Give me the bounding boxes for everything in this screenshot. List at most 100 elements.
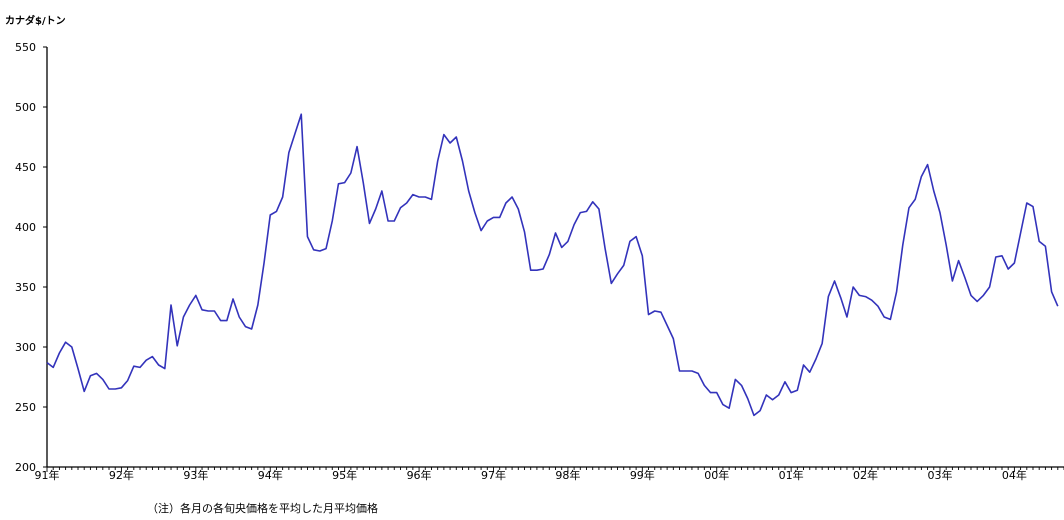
data-point [1007, 268, 1009, 270]
y-tick-label: 550 [15, 41, 36, 54]
data-point [790, 392, 792, 394]
data-point [852, 286, 854, 288]
data-point [858, 295, 860, 297]
data-point [1013, 262, 1015, 264]
data-point [927, 164, 929, 166]
data-point [52, 367, 54, 369]
data-point [517, 208, 519, 210]
data-point [369, 223, 371, 225]
data-point [536, 269, 538, 271]
data-point [610, 283, 612, 285]
data-point [294, 133, 296, 135]
data-point [300, 113, 302, 115]
data-point [710, 392, 712, 394]
data-point [827, 296, 829, 298]
data-point [406, 202, 408, 204]
data-point [418, 196, 420, 198]
data-point [939, 212, 941, 214]
data-point [933, 190, 935, 192]
data-point [269, 214, 271, 216]
x-tick-label: 03年 [927, 468, 952, 482]
data-point [995, 256, 997, 258]
data-point [1038, 241, 1040, 243]
data-point [499, 217, 501, 219]
data-point [672, 338, 674, 340]
data-point [443, 134, 445, 136]
data-point [393, 220, 395, 222]
data-point [759, 410, 761, 412]
data-point [46, 362, 48, 364]
data-point [350, 172, 352, 174]
data-point [77, 368, 79, 370]
data-point [772, 399, 774, 401]
data-point [108, 388, 110, 390]
data-point [511, 196, 513, 198]
data-point [189, 304, 191, 306]
data-point [821, 343, 823, 345]
data-point [437, 160, 439, 162]
data-point [703, 385, 705, 387]
data-point [195, 295, 197, 297]
data-point [834, 280, 836, 282]
data-point [59, 352, 61, 354]
data-point [722, 404, 724, 406]
data-point [226, 320, 228, 322]
data-point [245, 326, 247, 328]
x-tick-label: 98年 [555, 468, 580, 482]
data-point [561, 247, 563, 249]
data-point [542, 268, 544, 270]
y-axis-unit-label: カナダ$/トン [5, 14, 66, 27]
data-point [505, 202, 507, 204]
x-tick-label: 99年 [630, 468, 655, 482]
data-point [765, 394, 767, 396]
x-tick-label: 02年 [853, 468, 878, 482]
data-point [716, 392, 718, 394]
data-point [809, 371, 811, 373]
data-point [865, 296, 867, 298]
data-point [183, 316, 185, 318]
data-point [238, 316, 240, 318]
data-point [201, 309, 203, 311]
data-point [468, 190, 470, 192]
data-point [741, 385, 743, 387]
data-point [71, 346, 73, 348]
x-tick-label: 01年 [779, 468, 804, 482]
data-point [449, 142, 451, 144]
data-point [90, 375, 92, 377]
x-tick-label: 94年 [258, 468, 283, 482]
data-point [288, 152, 290, 154]
data-point [176, 345, 178, 347]
data-point [796, 389, 798, 391]
data-point [524, 231, 526, 233]
data-point [778, 394, 780, 396]
x-tick-label: 93年 [183, 468, 208, 482]
data-point [555, 232, 557, 234]
data-point [276, 211, 278, 213]
data-point [896, 291, 898, 293]
data-point [251, 328, 253, 330]
data-point [127, 380, 129, 382]
data-point [679, 370, 681, 372]
y-tick-label: 200 [15, 461, 36, 474]
data-point [1026, 202, 1028, 204]
x-tick-label: 95年 [332, 468, 357, 482]
data-point [747, 398, 749, 400]
y-tick-label: 300 [15, 341, 36, 354]
data-point [908, 207, 910, 209]
data-point [914, 199, 916, 201]
data-point [697, 373, 699, 375]
x-tick-label: 96年 [407, 468, 432, 482]
data-point [1051, 291, 1053, 293]
x-axis: 91年 92年 93年 94年 95年 96年 97年 98年 99年 00年 01年 02年 03年 0… [35, 466, 1064, 482]
data-point [282, 196, 284, 198]
data-point [1057, 305, 1059, 307]
x-tick-label: 00年 [704, 468, 729, 482]
data-point [319, 250, 321, 252]
data-point [728, 407, 730, 409]
data-point [139, 367, 141, 369]
data-point [263, 262, 265, 264]
data-point [660, 311, 662, 313]
data-point [486, 220, 488, 222]
data-point [214, 310, 216, 312]
